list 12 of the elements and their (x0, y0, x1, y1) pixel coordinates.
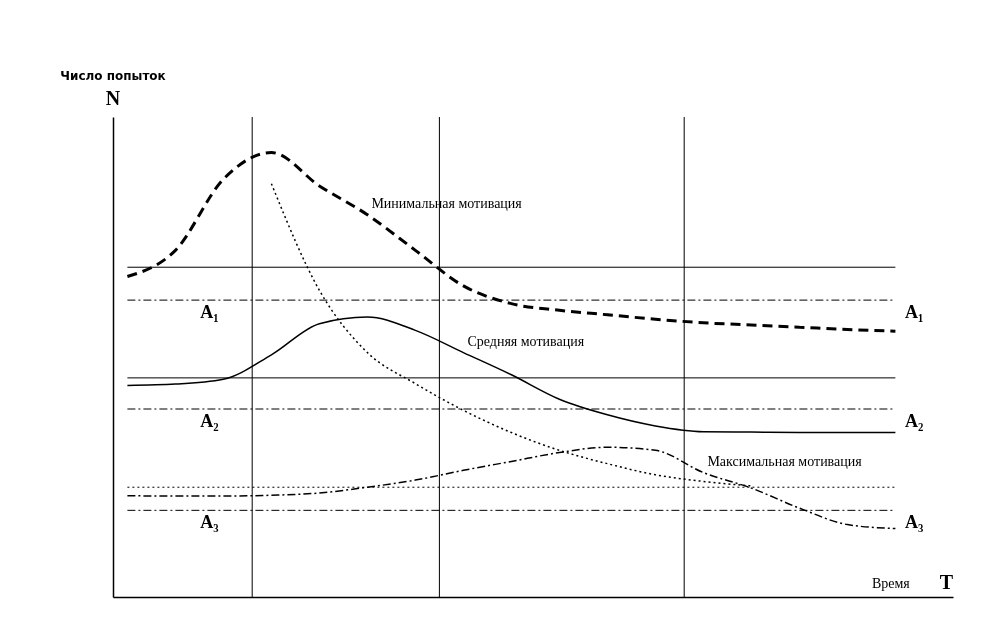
x-axis-title: Время (871, 576, 911, 591)
text: A₃ (905, 512, 924, 533)
text: T (939, 571, 954, 593)
ref-line-label: A₃ (200, 512, 220, 533)
series-label: Максимальная мотивация (707, 453, 863, 469)
text: N (105, 87, 121, 109)
series-label: Средняя мотивация (467, 333, 585, 349)
text: Число попыток (60, 69, 166, 83)
text: A₁ (905, 302, 924, 323)
text: A₂ (905, 411, 924, 431)
ref-line-label: A₂ (200, 411, 219, 431)
ref-line-label: A₁ (200, 302, 219, 323)
